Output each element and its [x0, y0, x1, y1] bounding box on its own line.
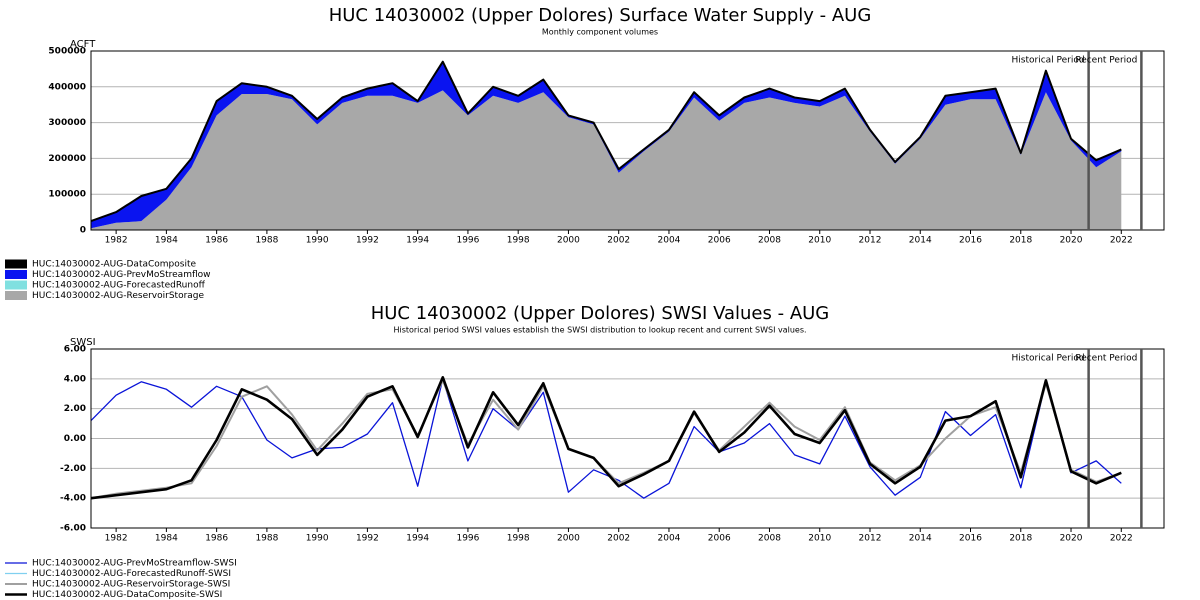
x-tick-label: 1986	[205, 236, 228, 246]
x-tick-label: 1988	[255, 236, 278, 246]
x-tick-label: 2022	[1110, 534, 1133, 544]
period-label: Historical Period	[1012, 56, 1085, 66]
x-tick-label: 1996	[456, 534, 479, 544]
x-tick-label: 2022	[1110, 236, 1133, 246]
x-tick-label: 2012	[859, 534, 882, 544]
y-axis-label: ACFT	[70, 39, 96, 50]
legend-swatch	[5, 291, 27, 300]
y-tick-label: -6.00	[60, 524, 86, 534]
legend-label: HUC:14030002-AUG-ForecastedRunoff	[32, 281, 206, 291]
x-tick-label: 2000	[557, 236, 580, 246]
y-tick-label: 6.00	[64, 345, 86, 355]
legend-label: HUC:14030002-AUG-ReservoirStorage	[32, 291, 205, 301]
chart-title: HUC 14030002 (Upper Dolores) Surface Wat…	[329, 5, 872, 26]
y-tick-label: -4.00	[60, 494, 86, 504]
x-tick-label: 2000	[557, 534, 580, 544]
x-tick-label: 1998	[507, 534, 530, 544]
y-tick-label: 300000	[48, 118, 86, 128]
series-area	[91, 90, 1122, 231]
y-tick-label: 400000	[48, 82, 86, 92]
x-tick-label: 2014	[909, 236, 932, 246]
y-tick-label: 200000	[48, 154, 86, 164]
period-label: Recent Period	[1075, 56, 1137, 66]
x-tick-label: 2018	[1009, 236, 1032, 246]
legend-label: HUC:14030002-AUG-PrevMoStreamflow-SWSI	[32, 559, 237, 569]
x-tick-label: 2006	[708, 236, 731, 246]
x-tick-label: 1994	[406, 236, 429, 246]
x-tick-label: 2016	[959, 236, 982, 246]
period-label: Historical Period	[1012, 354, 1085, 364]
chart-subtitle: Historical period SWSI values establish …	[393, 326, 806, 335]
x-tick-label: 1996	[456, 236, 479, 246]
x-tick-label: 2020	[1060, 534, 1083, 544]
plot-frame	[90, 348, 1165, 529]
x-tick-label: 1990	[306, 534, 329, 544]
series-line	[90, 378, 1122, 499]
y-tick-label: -2.00	[60, 464, 86, 474]
x-tick-label: 2002	[607, 236, 630, 246]
x-tick-label: 2016	[959, 534, 982, 544]
series-line	[90, 60, 1122, 223]
x-tick-label: 1982	[105, 236, 128, 246]
x-tick-label: 2004	[658, 534, 681, 544]
x-tick-label: 1992	[356, 534, 379, 544]
y-tick-label: 0.00	[64, 434, 86, 444]
x-tick-label: 2014	[909, 534, 932, 544]
x-tick-label: 2010	[808, 534, 831, 544]
plot-frame	[90, 50, 1165, 231]
x-tick-label: 2008	[758, 236, 781, 246]
y-tick-label: 4.00	[64, 374, 86, 384]
legend-swatch	[5, 259, 27, 269]
x-tick-label: 2004	[658, 236, 681, 246]
x-tick-label: 1990	[306, 236, 329, 246]
y-tick-label: 0	[80, 226, 86, 236]
legend-label: HUC:14030002-AUG-ForecastedRunoff-SWSI	[32, 569, 231, 579]
chart-title: HUC 14030002 (Upper Dolores) SWSI Values…	[371, 303, 830, 324]
y-tick-label: 100000	[48, 190, 86, 200]
x-tick-label: 1992	[356, 236, 379, 246]
legend-label: HUC:14030002-AUG-ReservoirStorage-SWSI	[32, 580, 230, 590]
x-tick-label: 2018	[1009, 534, 1032, 544]
x-tick-label: 2002	[607, 534, 630, 544]
x-tick-label: 1994	[406, 534, 429, 544]
x-tick-label: 1984	[155, 236, 178, 246]
x-tick-label: 2012	[859, 236, 882, 246]
legend-swatch	[5, 280, 27, 290]
x-tick-label: 1986	[205, 534, 228, 544]
legend-label: HUC:14030002-AUG-DataComposite-SWSI	[32, 590, 222, 600]
chart-subtitle: Monthly component volumes	[542, 28, 658, 37]
x-tick-label: 1998	[507, 236, 530, 246]
x-tick-label: 1988	[255, 534, 278, 544]
x-tick-label: 2010	[808, 236, 831, 246]
x-tick-label: 1984	[155, 534, 178, 544]
y-axis-label: SWSI	[70, 337, 96, 348]
y-tick-label: 500000	[48, 47, 86, 57]
x-tick-label: 2008	[758, 534, 781, 544]
y-tick-label: 2.00	[64, 404, 86, 414]
period-label: Recent Period	[1075, 354, 1137, 364]
x-tick-label: 2020	[1060, 236, 1083, 246]
x-tick-label: 2006	[708, 534, 731, 544]
legend-label: HUC:14030002-AUG-DataComposite	[32, 260, 196, 270]
legend-label: HUC:14030002-AUG-PrevMoStreamflow	[32, 270, 211, 280]
legend-swatch	[5, 270, 27, 279]
series-line	[90, 376, 1122, 500]
x-tick-label: 1982	[105, 534, 128, 544]
